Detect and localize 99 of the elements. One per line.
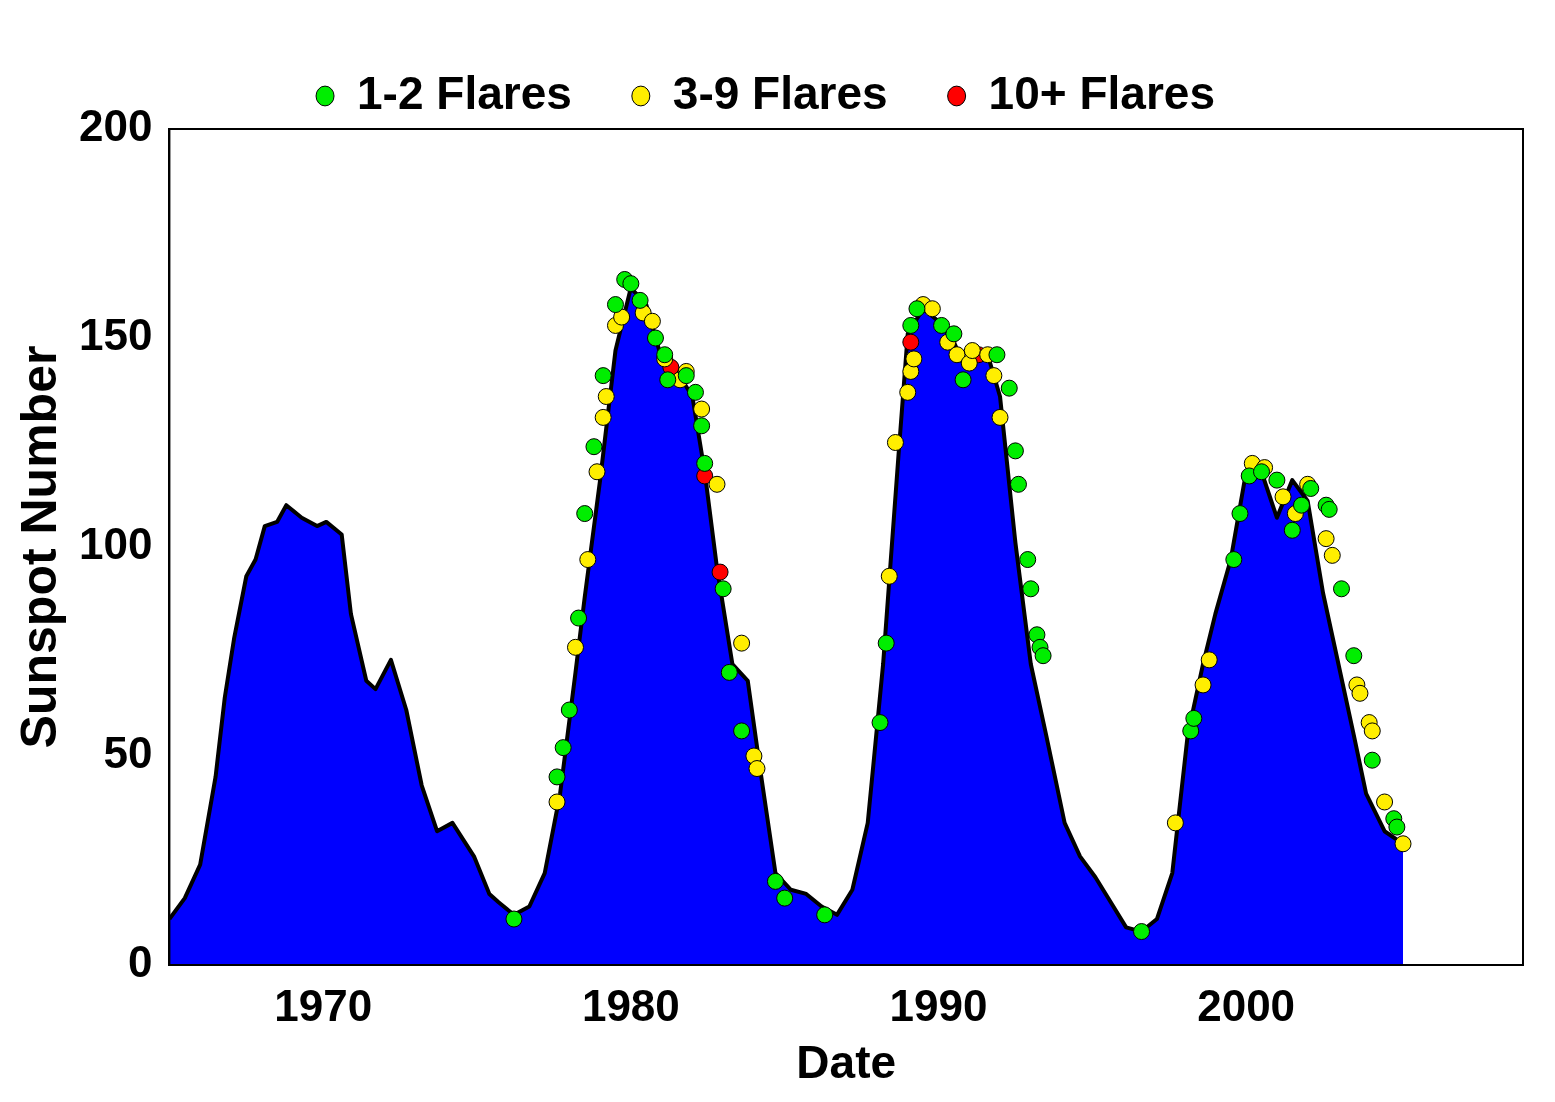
point — [1388, 818, 1406, 836]
point — [548, 793, 566, 811]
point — [877, 634, 895, 652]
point — [708, 475, 726, 493]
point — [905, 350, 923, 368]
point — [686, 383, 704, 401]
x-axis-title: Date — [796, 1036, 897, 1089]
point — [991, 408, 1009, 426]
point — [902, 333, 920, 351]
point — [880, 567, 898, 585]
point — [560, 701, 578, 719]
point — [1200, 651, 1218, 669]
y-tick-label: 100 — [78, 519, 153, 569]
point — [643, 312, 661, 330]
point — [1363, 722, 1381, 740]
point — [1006, 442, 1024, 460]
point — [554, 739, 572, 757]
point — [733, 722, 751, 740]
point — [923, 300, 941, 318]
point — [659, 371, 677, 389]
point — [1293, 496, 1310, 514]
point — [693, 400, 711, 418]
point — [566, 638, 584, 656]
point — [748, 760, 766, 778]
point — [1317, 530, 1335, 548]
point — [1333, 580, 1350, 598]
point — [613, 308, 631, 326]
point — [588, 463, 606, 481]
point — [954, 371, 972, 389]
point — [886, 434, 904, 451]
point — [1363, 751, 1381, 769]
point — [597, 388, 615, 406]
legend-label: 3-9 Flares — [672, 66, 888, 119]
point — [696, 454, 714, 472]
y-tick-label: 50 — [103, 728, 153, 778]
point — [948, 346, 966, 364]
point — [933, 316, 951, 334]
point — [1253, 463, 1271, 481]
point — [1231, 505, 1249, 523]
legend-label: 10+ Flares — [988, 66, 1215, 119]
point — [963, 342, 981, 360]
point — [1320, 500, 1338, 518]
point — [711, 563, 729, 581]
point — [945, 325, 963, 343]
point — [1376, 793, 1394, 811]
point — [548, 768, 566, 786]
point — [1034, 647, 1052, 665]
point — [646, 329, 664, 347]
point — [1009, 475, 1027, 493]
y-tick-label: 0 — [127, 937, 153, 987]
x-tick-label: 1990 — [889, 980, 988, 1030]
point — [1283, 521, 1301, 539]
point — [1194, 676, 1212, 694]
point — [871, 714, 889, 732]
point — [776, 889, 794, 907]
point — [594, 367, 612, 385]
point — [576, 505, 594, 523]
point — [1323, 546, 1341, 564]
point — [1274, 488, 1292, 506]
point — [720, 663, 738, 681]
point — [985, 367, 1003, 385]
point — [1022, 580, 1040, 598]
point — [570, 609, 588, 627]
point — [693, 417, 711, 435]
point — [714, 580, 732, 598]
x-tick-label: 1970 — [274, 980, 373, 1030]
point — [1394, 835, 1412, 853]
point — [1225, 551, 1243, 569]
point — [505, 910, 523, 928]
point — [908, 300, 926, 318]
point — [585, 438, 603, 456]
point — [631, 291, 649, 309]
point — [1019, 551, 1037, 569]
point — [594, 408, 612, 426]
point — [1345, 647, 1363, 665]
point — [1302, 479, 1320, 497]
point — [902, 316, 920, 334]
point — [1166, 814, 1184, 832]
y-axis-title: Sunspot Number — [10, 345, 67, 749]
legend-label: 1-2 Flares — [357, 66, 572, 119]
point — [899, 383, 917, 401]
point — [988, 346, 1006, 364]
point — [766, 872, 784, 890]
point — [816, 906, 834, 924]
point — [622, 275, 640, 293]
point — [677, 367, 695, 385]
point — [606, 296, 624, 314]
point — [1268, 471, 1286, 489]
point — [1000, 379, 1018, 397]
point — [656, 346, 674, 364]
y-tick-label: 200 — [78, 101, 153, 151]
x-tick-label: 2000 — [1197, 980, 1296, 1030]
y-tick-label: 150 — [78, 310, 153, 360]
point — [1185, 709, 1203, 727]
point — [579, 551, 597, 569]
x-tick-label: 1980 — [581, 980, 680, 1030]
point — [733, 634, 751, 652]
point — [1133, 923, 1151, 941]
point — [1351, 684, 1369, 702]
